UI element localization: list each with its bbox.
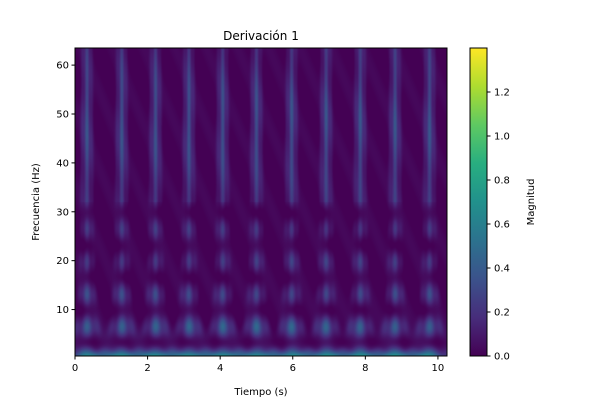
x-axis-label: Tiempo (s): [233, 387, 287, 398]
y-axis-label: Frecuencia (Hz): [31, 163, 42, 241]
x-tick-label: 0: [72, 363, 78, 374]
x-tick-label: 8: [362, 363, 368, 374]
y-tick-label: 20: [56, 256, 69, 267]
heatmap-raster: [75, 48, 447, 356]
y-tick-label: 40: [56, 158, 69, 169]
y-tick-label: 10: [56, 305, 69, 316]
colorbar-ticks: 0.0 0.2 0.4 0.6 0.8 1.0 1.2: [487, 88, 510, 363]
colorbar-tick-label: 0.2: [494, 308, 510, 319]
colorbar-tick-label: 1.0: [494, 132, 510, 143]
y-tick-label: 50: [56, 110, 69, 121]
heatmap-image: [75, 48, 447, 356]
colorbar: [469, 47, 488, 357]
y-tick-label: 60: [56, 61, 69, 72]
y-tick-label: 30: [56, 207, 69, 218]
chart-title: Derivación 1: [223, 29, 299, 43]
x-tick-label: 2: [144, 363, 150, 374]
x-tick-label: 4: [217, 363, 223, 374]
colorbar-tick-label: 1.2: [494, 88, 510, 99]
x-axis-ticks: 0 2 4 6 8 10: [72, 356, 444, 374]
x-tick-label: 6: [290, 363, 296, 374]
colorbar-label: Magnitud: [526, 179, 537, 226]
colorbar-tick-label: 0.6: [494, 220, 510, 231]
colorbar-tick-label: 0.8: [494, 176, 510, 187]
plot-frame: [74, 47, 448, 357]
y-axis-ticks: 10 20 30 40 50 60: [56, 61, 75, 316]
colorbar-tick-label: 0.4: [494, 264, 510, 275]
x-tick-label: 10: [432, 363, 445, 374]
colorbar-tick-label: 0.0: [494, 352, 510, 363]
